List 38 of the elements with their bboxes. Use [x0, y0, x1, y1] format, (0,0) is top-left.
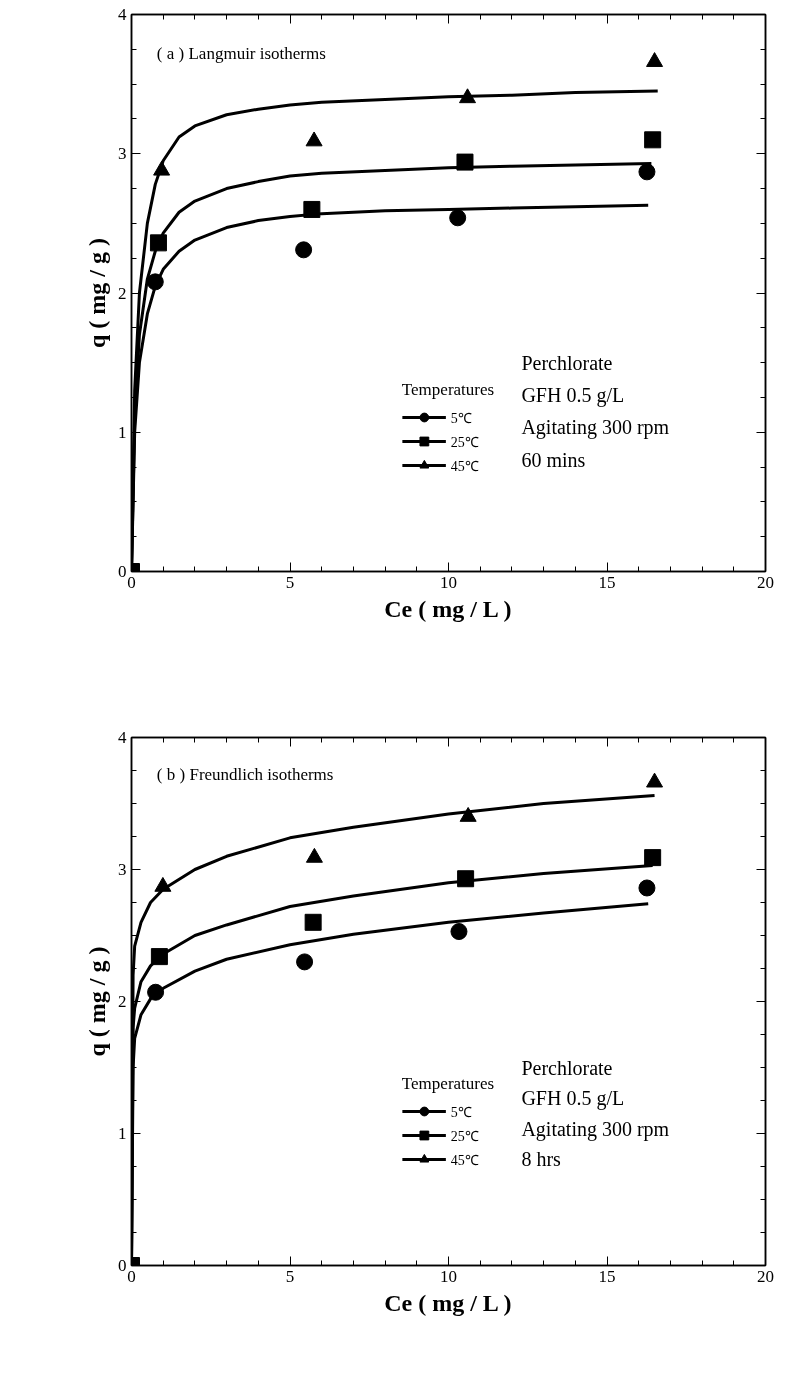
annotation: GFH 0.5 g/L — [521, 1087, 625, 1111]
y-tick-label: 2 — [118, 992, 127, 1011]
y-axis-title: q ( mg / g ) — [84, 238, 110, 348]
y-tick-label: 1 — [118, 422, 127, 442]
y-tick-label: 1 — [118, 1124, 127, 1143]
legend-label: 45℃ — [450, 457, 479, 475]
y-tick-label: 3 — [118, 860, 127, 879]
x-tick-label: 15 — [598, 1266, 616, 1286]
y-tick-label: 4 — [118, 728, 127, 747]
annotation: Perchlorate — [521, 351, 613, 374]
x-axis-title: Ce ( mg / L ) — [384, 595, 512, 622]
legend-label: 5℃ — [450, 409, 472, 427]
text: ( b ) Freundlich isotherms — [156, 764, 334, 784]
y-axis-title: q ( mg / g ) — [84, 946, 110, 1057]
annotation: 60 mins — [521, 448, 586, 471]
legend-label: 25℃ — [450, 433, 479, 451]
text: ( a ) Langmuir isotherms — [156, 43, 326, 63]
legend-label: 25℃ — [450, 1127, 479, 1145]
y-tick-label: 2 — [118, 283, 127, 303]
x-tick-label: 5 — [285, 572, 295, 592]
legend-label: 45℃ — [450, 1151, 479, 1169]
legend-label: 5℃ — [450, 1103, 472, 1121]
x-tick-label: 20 — [757, 572, 774, 592]
annotation: Agitating 300 rpm — [521, 1117, 670, 1141]
x-tick-label: 10 — [440, 572, 457, 592]
annotation: Perchlorate — [521, 1056, 613, 1079]
legend-title: Temperatures — [401, 380, 495, 400]
y-tick-label: 4 — [118, 5, 127, 24]
x-tick-label: 5 — [285, 1266, 295, 1286]
annotation: Agitating 300 rpm — [521, 416, 670, 440]
annotation: GFH 0.5 g/L — [521, 383, 625, 407]
x-axis-title: Ce ( mg / L ) — [384, 1289, 512, 1316]
legend-title: Temperatures — [401, 1074, 495, 1094]
x-tick-label: 15 — [598, 572, 616, 592]
x-tick-label: 10 — [440, 1266, 457, 1286]
x-tick-label: 20 — [757, 1266, 774, 1286]
annotation: 8 hrs — [521, 1148, 562, 1171]
y-tick-label: 3 — [118, 144, 127, 164]
